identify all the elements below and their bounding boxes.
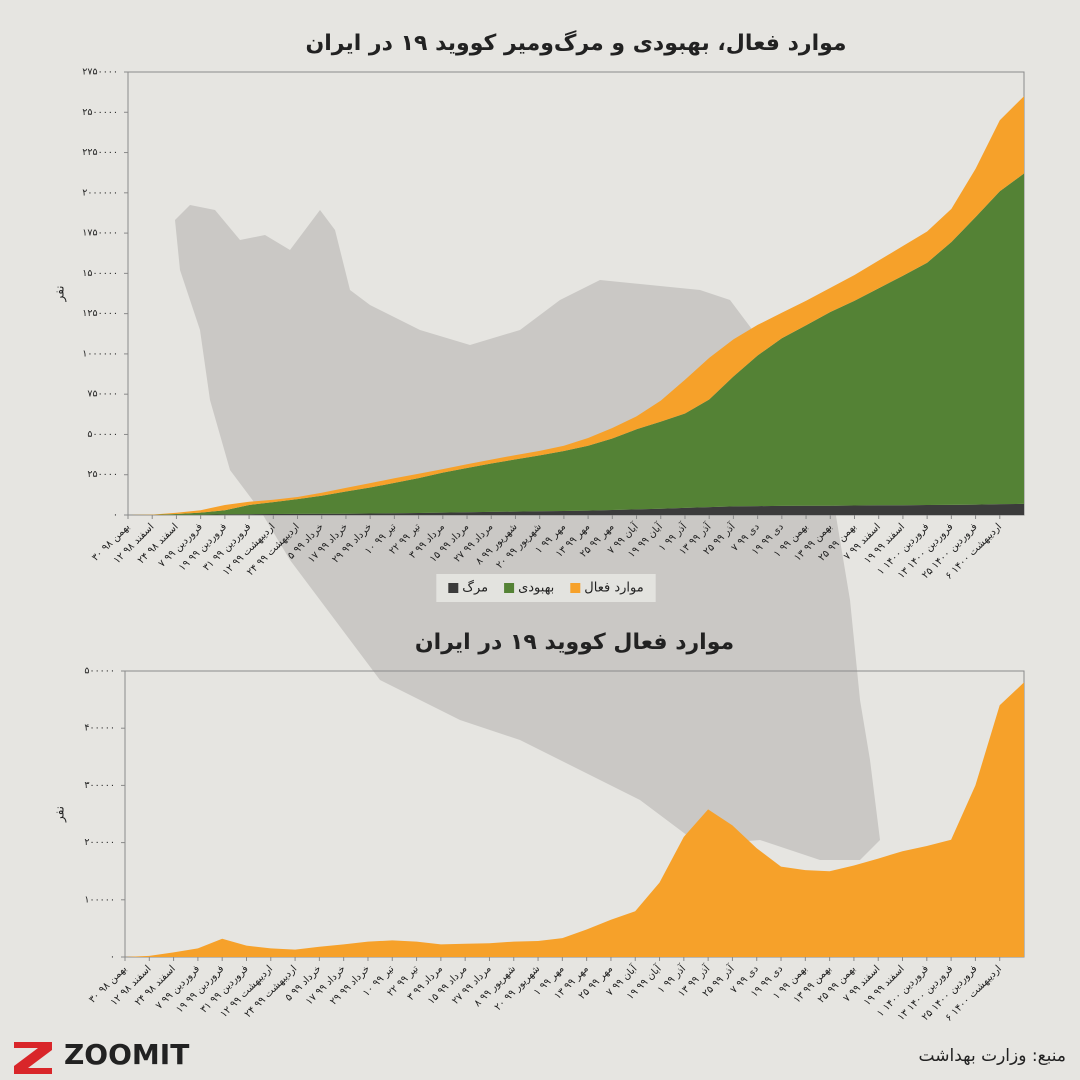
y-tick-label: ۱۰۰۰۰۰ [84, 894, 115, 905]
y-tick-label: ۰ [113, 510, 118, 521]
y-tick-label: ۷۵۰۰۰۰ [87, 389, 118, 400]
area [128, 173, 1024, 515]
y-tick-label: ۱۷۵۰۰۰۰ [82, 228, 118, 239]
area [125, 682, 1024, 957]
chart-title: موارد فعال کووید ۱۹ در ایران [415, 630, 734, 655]
legend-label: بهبودی [518, 581, 554, 596]
y-tick-label: ۴۰۰۰۰۰ [84, 723, 115, 734]
legend-swatch [570, 583, 581, 593]
y-tick-label: ۲۵۰۰۰۰۰ [82, 107, 118, 118]
legend-swatch [504, 583, 515, 593]
y-tick-label: ۲۵۰۰۰۰ [87, 469, 118, 480]
legend-box [436, 574, 656, 602]
y-tick-label: ۱۰۰۰۰۰۰ [82, 348, 118, 359]
y-tick-label: ۰ [110, 952, 115, 963]
y-tick-label: ۵۰۰۰۰۰ [87, 429, 118, 440]
legend-swatch [448, 583, 459, 593]
logo-icon [14, 1042, 52, 1074]
legend-label: مرگ [462, 579, 488, 596]
y-tick-label: ۲۲۵۰۰۰۰ [82, 147, 118, 158]
legend: مرگ بهبودی موارد فعال [436, 574, 656, 602]
y-axis-label: نفر [53, 285, 68, 302]
y-axis-label: نفر [53, 806, 68, 823]
logo-text: ZOOMIT [64, 1038, 189, 1071]
area [128, 503, 1024, 515]
y-tick-label: ۲۷۵۰۰۰۰ [82, 67, 118, 78]
y-tick-label: ۳۰۰۰۰۰ [84, 780, 115, 791]
y-tick-label: ۲۰۰۰۰۰۰ [82, 187, 118, 198]
y-tick-label: ۱۵۰۰۰۰۰ [82, 268, 118, 279]
logo: ZOOMIT [14, 1038, 189, 1074]
y-tick-label: ۵۰۰۰۰۰ [84, 666, 115, 677]
y-tick-label: ۱۲۵۰۰۰۰ [82, 308, 118, 319]
source: منبع: وزارت بهداشت [919, 1046, 1066, 1066]
legend-label: موارد فعال [584, 581, 643, 596]
y-tick-label: ۲۰۰۰۰۰ [84, 837, 115, 848]
chart-title: موارد فعال، بهبودی و مرگ‌ومیر کووید ۱۹ د… [305, 30, 846, 56]
